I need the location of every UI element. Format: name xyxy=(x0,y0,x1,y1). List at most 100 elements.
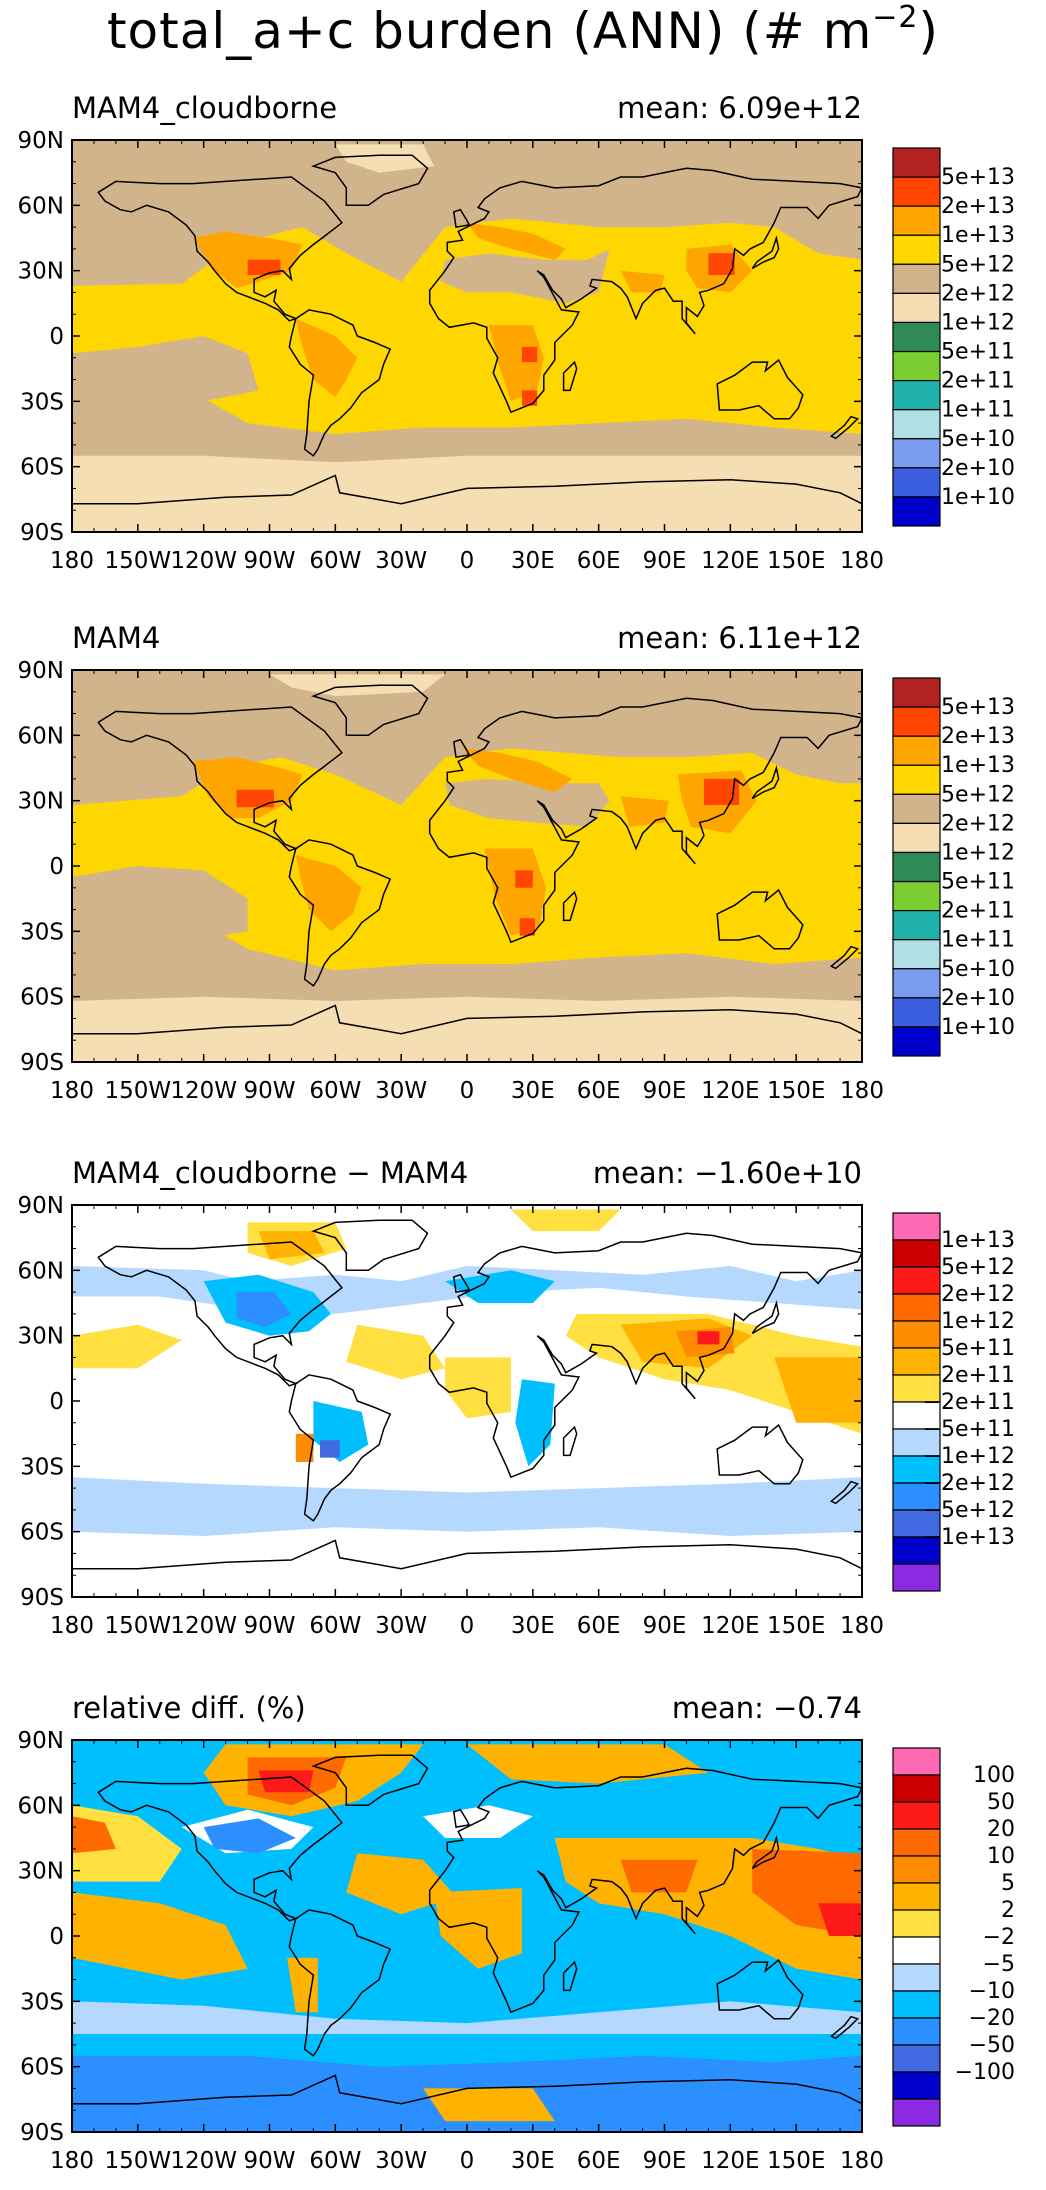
legend-label: 1e+13 xyxy=(941,1228,1015,1253)
coastline-madagascar xyxy=(562,1960,578,1992)
contour-region xyxy=(423,2088,555,2122)
lon-tick-label: 150E xyxy=(767,2148,825,2174)
lon-tick-label: 180 xyxy=(50,2148,94,2174)
legend-swatch xyxy=(892,822,941,854)
legend-label: 10 xyxy=(987,1844,1015,1869)
legend-swatch xyxy=(892,880,941,912)
contour-region xyxy=(440,248,610,304)
lat-tick-label: 90N xyxy=(18,658,64,684)
legend-label: −2e+11 xyxy=(923,1390,1015,1415)
legend-swatch xyxy=(892,1239,941,1268)
lat-tick-label: 0 xyxy=(49,1924,64,1950)
lon-tick-label: 60E xyxy=(577,548,621,574)
legend-label: 2e+11 xyxy=(941,369,1015,394)
legend-swatch xyxy=(892,147,941,178)
legend-label: 2e+11 xyxy=(941,1363,1015,1388)
legend-label: −5e+11 xyxy=(923,1417,1015,1442)
lat-tick-label: 90S xyxy=(20,2120,64,2146)
legend-label: 5e+13 xyxy=(941,165,1015,190)
legend-swatch xyxy=(892,1401,941,1430)
lon-tick-label: 30E xyxy=(511,1078,555,1104)
coastline-greenland xyxy=(311,1754,429,1807)
lon-tick-label: 120E xyxy=(701,2148,759,2174)
lat-tick-label: 90S xyxy=(20,1585,64,1611)
legend-swatch xyxy=(892,176,941,207)
coastline-antarctica xyxy=(72,474,862,505)
legend-label: −5e+12 xyxy=(923,1498,1015,1523)
coastline-australia xyxy=(716,358,804,420)
legend-swatch xyxy=(892,735,941,766)
figure-title-close: ) xyxy=(918,2,940,60)
figure-title-text: total_a+c burden (ANN) (# m xyxy=(106,2,873,60)
coastline-japan xyxy=(751,1300,780,1335)
legend-label: 1e+11 xyxy=(941,928,1015,953)
lat-tick-label: 60S xyxy=(20,985,64,1011)
legend-swatch xyxy=(892,234,941,265)
coastline-japan xyxy=(751,765,780,800)
coastline-madagascar xyxy=(562,360,578,392)
coastline-group xyxy=(72,154,862,505)
legend-label: 2e+12 xyxy=(941,1282,1015,1307)
legend-swatch xyxy=(892,997,941,1028)
lon-tick-label: 150E xyxy=(767,1078,825,1104)
legend-swatch xyxy=(892,409,941,440)
coastline-south-america xyxy=(288,309,392,457)
lat-tick-label: 30S xyxy=(20,1454,64,1480)
lon-tick-label: 120W xyxy=(170,548,237,574)
legend-swatch xyxy=(892,263,941,294)
coastline-north-america xyxy=(97,176,343,322)
lon-tick-label: 90E xyxy=(643,2148,687,2174)
panel-mean-label: mean: −1.60e+10 xyxy=(593,1156,862,1190)
lon-tick-label: 150W xyxy=(105,2148,172,2174)
lon-tick-label: 60W xyxy=(309,548,361,574)
lat-tick-label: 30S xyxy=(20,1989,64,2015)
legend-swatch xyxy=(892,1882,941,1911)
contour-region xyxy=(445,1357,511,1419)
lon-tick-label: 30W xyxy=(375,1078,427,1104)
legend-label: 2e+10 xyxy=(941,986,1015,1011)
legend-swatch xyxy=(892,793,941,824)
legend-swatch xyxy=(892,1828,941,1857)
legend-label: 5e+12 xyxy=(941,1255,1015,1280)
lon-tick-label: 0 xyxy=(460,1078,475,1104)
contour-region xyxy=(434,1888,522,1969)
lon-tick-label: 60W xyxy=(309,1613,361,1639)
contour-region xyxy=(620,270,665,293)
legend-swatch xyxy=(892,350,941,382)
contour-region xyxy=(72,2001,862,2034)
panel-title: relative diff. (%) xyxy=(72,1691,306,1725)
lat-tick-label: 30N xyxy=(18,789,64,815)
contour-region xyxy=(258,1770,314,1793)
lon-tick-label: 120E xyxy=(701,548,759,574)
contour-region xyxy=(510,1209,621,1232)
legend-swatch xyxy=(892,1801,941,1830)
coastline-australia xyxy=(716,888,804,950)
legend-label: 5e+11 xyxy=(941,340,1015,365)
contour-region xyxy=(515,870,533,888)
legend-label: 5e+10 xyxy=(941,427,1015,452)
coastline-uk xyxy=(452,738,471,758)
coastline-new-zealand xyxy=(829,1480,859,1505)
legend-label: 5e+11 xyxy=(941,870,1015,895)
legend-label: 50 xyxy=(987,1790,1015,1815)
legend-label: 2 xyxy=(1001,1898,1015,1923)
legend-swatch xyxy=(892,321,941,353)
lon-tick-label: 60W xyxy=(309,1078,361,1104)
lat-tick-label: 60S xyxy=(20,455,64,481)
legend-label: 5e+13 xyxy=(941,695,1015,720)
legend-swatch xyxy=(892,2098,941,2127)
map-panel-3: MAM4_cloudborne − MAM4 mean: −1.60e+10 90N… xyxy=(18,1156,1015,1639)
contour-region xyxy=(72,996,862,1062)
coastline-south-america xyxy=(288,839,392,987)
contour-region xyxy=(462,748,573,792)
legend-swatch xyxy=(892,1320,941,1349)
lon-tick-label: 0 xyxy=(460,2148,475,2174)
legend-label: 2e+13 xyxy=(941,194,1015,219)
map-fill-group xyxy=(72,670,862,1062)
legend-swatch xyxy=(892,1374,941,1403)
contour-region xyxy=(72,1816,116,1854)
coastline-antarctica xyxy=(72,1004,862,1035)
lon-tick-label: 180 xyxy=(50,1613,94,1639)
lon-tick-label: 90W xyxy=(243,548,295,574)
lon-tick-label: 30E xyxy=(511,2148,555,2174)
